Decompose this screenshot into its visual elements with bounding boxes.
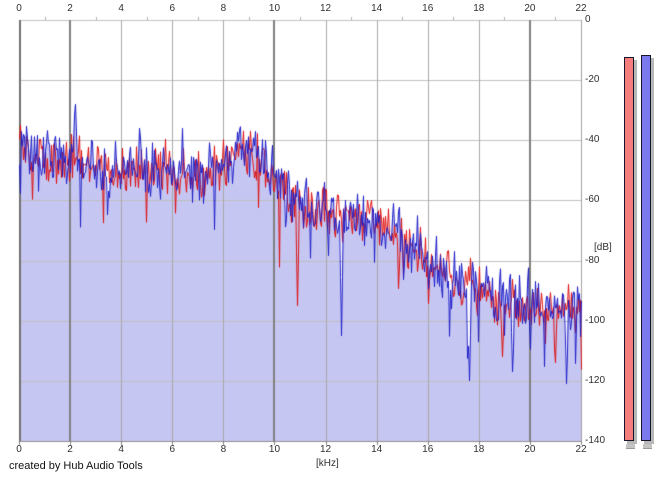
db-axis-unit-label: [dB] (594, 242, 612, 253)
blue-peak-meter-base-mark (643, 444, 652, 449)
blue-peak-meter-bar (641, 55, 651, 441)
red-peak-meter-base-mark (626, 444, 635, 449)
credit-text: created by Hub Audio Tools (9, 460, 143, 472)
red-peak-meter-bar (624, 57, 634, 441)
x-axis-unit-label: [kHz] (316, 458, 339, 469)
